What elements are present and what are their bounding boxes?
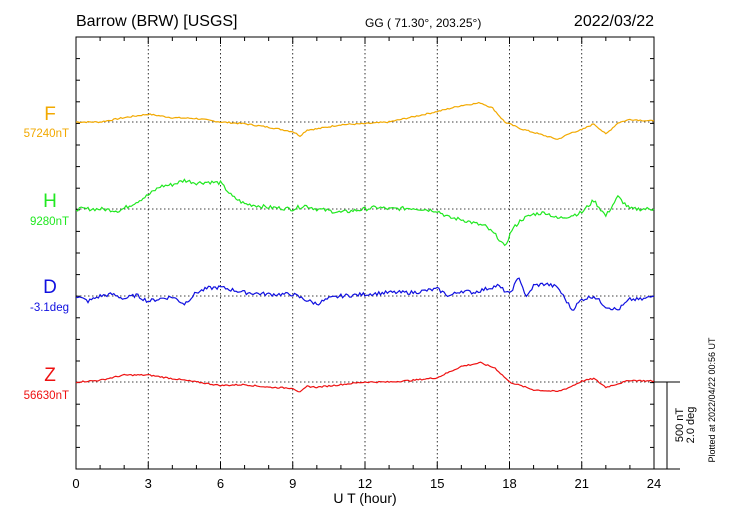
x-tick-label: 24	[647, 476, 661, 491]
series-name-d: D	[43, 277, 57, 298]
series-name-z: Z	[44, 365, 56, 386]
series-baseline-value-h: 9280nT	[30, 216, 69, 228]
series-trace-h	[75, 178, 655, 247]
series-baseline-value-d: -3.1deg	[30, 302, 69, 314]
series-traces	[75, 101, 655, 393]
series-trace-d	[75, 277, 655, 311]
plot-date: 2022/03/22	[574, 13, 654, 30]
station-title: Barrow (BRW) [USGS]	[76, 13, 238, 30]
x-tick-label: 6	[217, 476, 224, 491]
station-coords: GG ( 71.30°, 203.25°)	[365, 16, 481, 30]
series-baseline-value-f: 57240nT	[24, 128, 69, 140]
x-tick-label: 18	[502, 476, 516, 491]
x-tick-label: 21	[575, 476, 589, 491]
series-trace-z	[75, 361, 655, 393]
scale-bar: 500 nT 2.0 deg	[654, 381, 697, 470]
scale-bar-deg: 2.0 deg	[685, 407, 697, 444]
grid-lines	[147, 37, 583, 469]
x-tick-label: 12	[358, 476, 372, 491]
series-baseline-value-z: 56630nT	[24, 390, 69, 402]
series-name-h: H	[43, 191, 57, 212]
scale-bar-nt: 500 nT	[674, 408, 686, 443]
x-axis-label: U T (hour)	[333, 490, 396, 506]
x-tick-label: 15	[430, 476, 444, 491]
series-trace-f	[75, 101, 655, 140]
axis-ticks: 0 3 6 9 12 15 18 21 24	[72, 36, 661, 491]
series-labels: F 57240nT H 9280nT D -3.1deg Z 56630nT	[24, 104, 69, 402]
x-tick-label: 3	[145, 476, 152, 491]
plotted-at-note: Plotted at 2022/04/22 00:56 UT	[707, 337, 717, 463]
x-tick-label: 0	[72, 476, 79, 491]
series-name-f: F	[44, 104, 56, 125]
x-tick-label: 9	[289, 476, 296, 491]
